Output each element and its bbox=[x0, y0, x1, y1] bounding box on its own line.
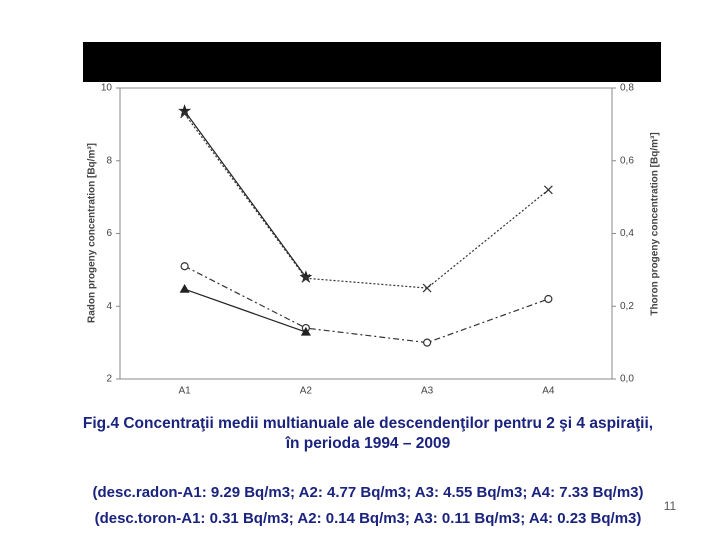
marker bbox=[543, 185, 553, 195]
y2-tick-label: 0,0 bbox=[620, 374, 634, 385]
y-tick-label: 8 bbox=[106, 155, 112, 166]
y2-axis-label: Thoron progeny concentration [Bq/m³] bbox=[650, 132, 661, 315]
page-number: 11 bbox=[664, 499, 677, 513]
marker bbox=[300, 326, 311, 336]
caption-line: în perioda 1994 – 2009 bbox=[285, 435, 451, 452]
y-tick-label: 6 bbox=[106, 228, 112, 239]
y2-tick-label: 0,2 bbox=[620, 301, 634, 312]
series-line bbox=[184, 113, 549, 289]
x-tick-label: A1 bbox=[179, 386, 192, 397]
marker bbox=[301, 273, 311, 283]
title-bar bbox=[83, 42, 661, 82]
marker bbox=[423, 338, 432, 347]
x-tick-label: A2 bbox=[300, 386, 313, 397]
y-tick-label: 10 bbox=[101, 83, 113, 94]
y2-tick-label: 0,6 bbox=[620, 155, 634, 166]
caption-line: Fig.4 Concentraţii medii multianuale ale… bbox=[83, 415, 653, 432]
note-line: (desc.toron-A1: 0.31 Bq/m3; A2: 0.14 Bq/… bbox=[95, 510, 642, 527]
y2-tick-label: 0,8 bbox=[620, 83, 634, 94]
series-line bbox=[184, 265, 549, 344]
x-tick-label: A4 bbox=[542, 386, 555, 397]
y-tick-label: 4 bbox=[106, 301, 112, 312]
note-line: (desc.radon-A1: 9.29 Bq/m3; A2: 4.77 Bq/… bbox=[93, 484, 644, 501]
series-line bbox=[184, 110, 307, 278]
y-tick-label: 2 bbox=[106, 374, 112, 385]
marker bbox=[179, 283, 190, 293]
y2-tick-label: 0,4 bbox=[620, 228, 634, 239]
series-line bbox=[184, 288, 307, 333]
marker bbox=[422, 283, 432, 293]
y-axis-label: Radon progeny concentration [Bq/m³] bbox=[87, 143, 98, 323]
x-tick-label: A3 bbox=[421, 386, 434, 397]
marker bbox=[180, 262, 189, 271]
marker bbox=[178, 104, 192, 117]
marker bbox=[180, 109, 190, 119]
marker bbox=[544, 294, 553, 304]
